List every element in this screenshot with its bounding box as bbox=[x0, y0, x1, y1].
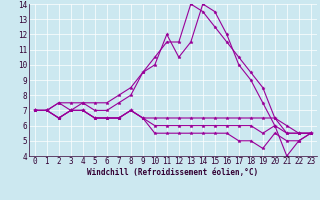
X-axis label: Windchill (Refroidissement éolien,°C): Windchill (Refroidissement éolien,°C) bbox=[87, 168, 258, 177]
